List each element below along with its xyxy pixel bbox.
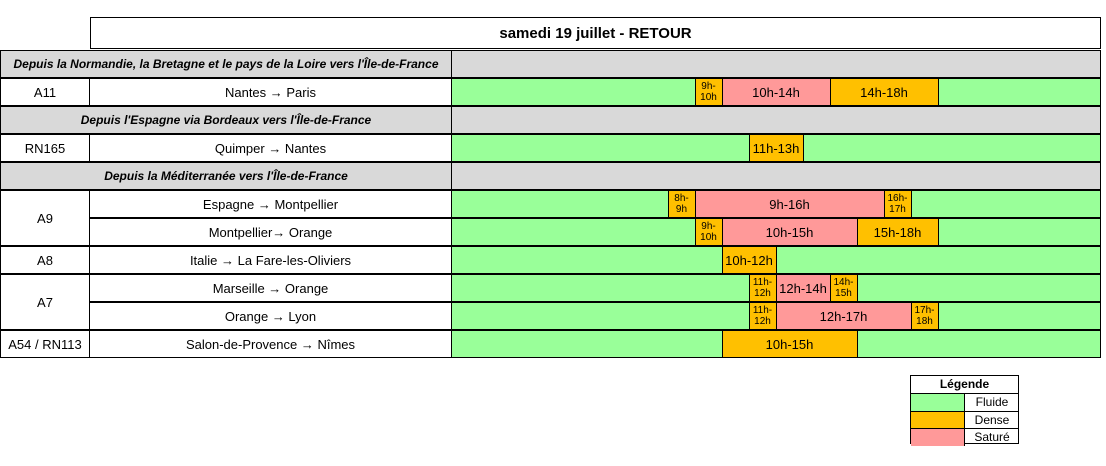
road-label-a9: A9 (0, 190, 90, 246)
traffic-segment-dense: 16h- 17h (883, 191, 912, 217)
legend-swatch-sature (911, 429, 965, 446)
route-montpellier-orange: Montpellier→ Orange (90, 218, 452, 246)
timeline-marseille-orange: 11h- 12h 12h-14h 14h- 15h (452, 274, 1101, 302)
timeline-montpellier-orange: 9h- 10h 10h-15h 15h-18h (452, 218, 1101, 246)
legend-title: Légende (911, 376, 1018, 394)
route-espagne-montpellier: Espagne → Montpellier (90, 190, 452, 218)
traffic-segment-sature: 10h-15h (721, 219, 858, 245)
section-header-normandie: Depuis la Normandie, la Bretagne et le p… (0, 50, 452, 78)
road-label-a11: A11 (0, 78, 90, 106)
traffic-segment-dense: 11h-13h (748, 135, 804, 161)
route-salon-nimes: Salon-de-Provence → Nîmes (90, 330, 452, 358)
traffic-segment-dense: 17h- 18h (910, 303, 939, 329)
road-label-a54-rn113: A54 / RN113 (0, 330, 90, 358)
road-label-rn165: RN165 (0, 134, 90, 162)
legend-label-sature: Saturé (974, 430, 1010, 444)
legend: Légende Fluide Dense Saturé (910, 375, 1019, 446)
legend-swatch-fluide (911, 394, 965, 411)
section-header-mediterranee: Depuis la Méditerranée vers l'Île-de-Fra… (0, 162, 452, 190)
timeline-quimper-nantes: 11h-13h (452, 134, 1101, 162)
route-italie-la-fare: Italie → La Fare-les-Oliviers (90, 246, 452, 274)
section-header-fill (452, 162, 1101, 190)
traffic-segment-dense: 9h- 10h (694, 219, 723, 245)
section-header-fill (452, 50, 1101, 78)
traffic-segment-dense: 9h- 10h (694, 79, 723, 105)
section-header-espagne-bordeaux: Depuis l'Espagne via Bordeaux vers l'Île… (0, 106, 452, 134)
legend-label-dense: Dense (974, 413, 1010, 427)
legend-item-sature: Saturé (911, 428, 1018, 446)
legend-item-fluide: Fluide (911, 394, 1018, 411)
timeline-italie-la-fare: 10h-12h (452, 246, 1101, 274)
page-title: samedi 19 juillet - RETOUR (90, 17, 1101, 49)
timeline-salon-nimes: 10h-15h (452, 330, 1101, 358)
traffic-segment-sature: 12h-14h (775, 275, 831, 301)
timeline-orange-lyon: 11h- 12h 12h-17h 17h- 18h (452, 302, 1101, 330)
route-marseille-orange: Marseille → Orange (90, 274, 452, 302)
legend-swatch-dense (911, 412, 965, 429)
road-label-a8: A8 (0, 246, 90, 274)
traffic-segment-sature: 9h-16h (694, 191, 885, 217)
traffic-segment-sature: 10h-14h (721, 79, 831, 105)
legend-label-fluide: Fluide (975, 395, 1009, 409)
traffic-segment-dense: 8h- 9h (667, 191, 696, 217)
route-quimper-nantes: Quimper → Nantes (90, 134, 452, 162)
road-label-a7: A7 (0, 274, 90, 330)
timeline-nantes-paris: 9h- 10h 10h-14h 14h-18h (452, 78, 1101, 106)
traffic-segment-dense: 11h- 12h (748, 275, 777, 301)
traffic-segment-dense: 10h-12h (721, 247, 777, 273)
traffic-segment-dense: 14h-18h (829, 79, 939, 105)
legend-item-dense: Dense (911, 411, 1018, 429)
section-header-fill (452, 106, 1101, 134)
traffic-segment-dense: 11h- 12h (748, 303, 777, 329)
route-nantes-paris: Nantes → Paris (90, 78, 452, 106)
traffic-segment-dense: 15h-18h (856, 219, 939, 245)
traffic-segment-dense: 14h- 15h (829, 275, 858, 301)
traffic-segment-dense: 10h-15h (721, 331, 858, 357)
traffic-segment-sature: 12h-17h (775, 303, 912, 329)
route-orange-lyon: Orange → Lyon (90, 302, 452, 330)
timeline-espagne-montpellier: 8h- 9h 9h-16h 16h- 17h (452, 190, 1101, 218)
